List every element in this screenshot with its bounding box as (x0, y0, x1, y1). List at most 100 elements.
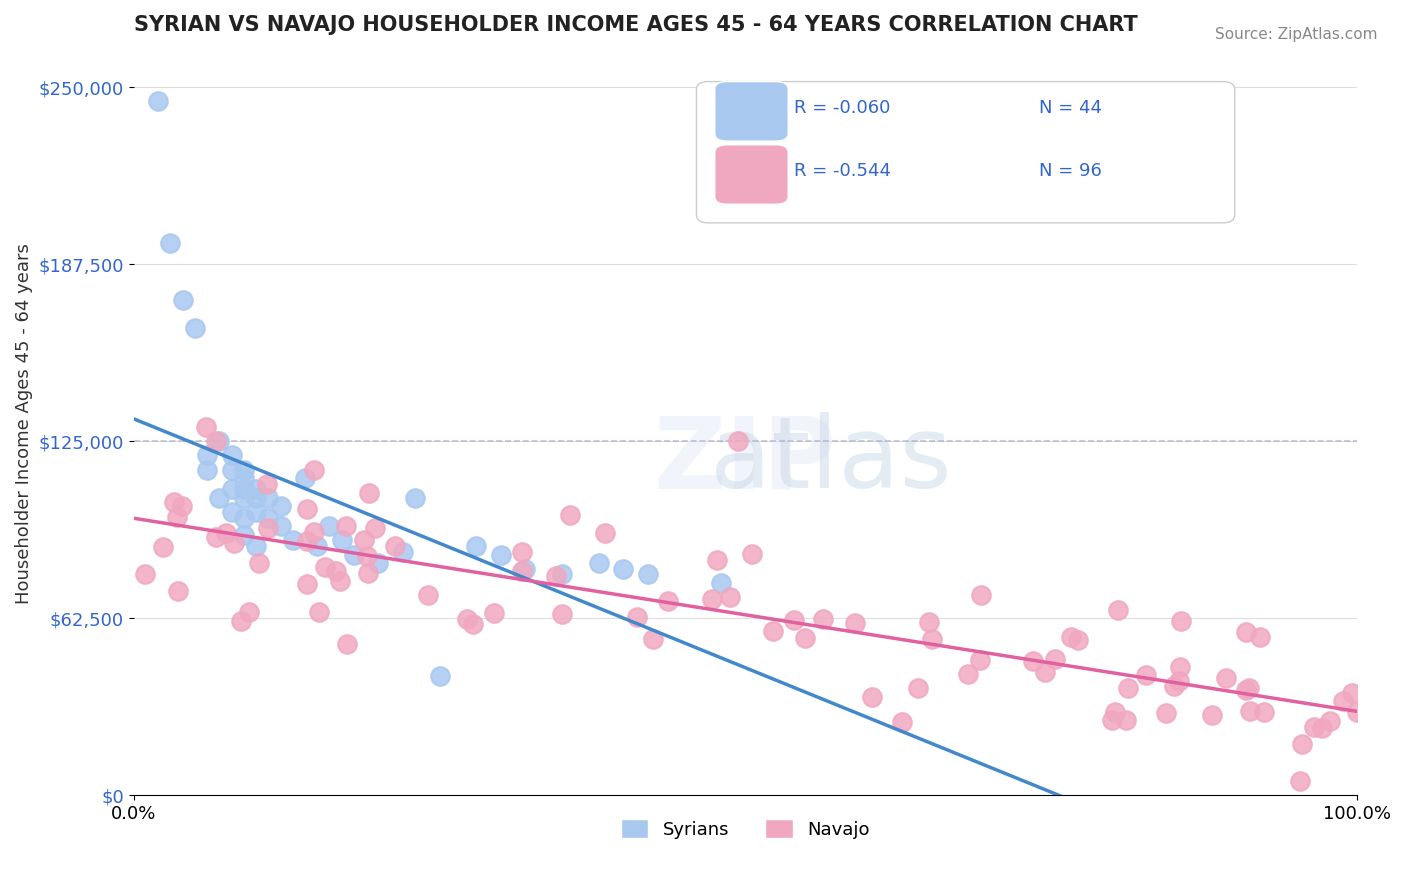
Point (1104, 705, 1126, 719)
Point (159, 235, 181, 250)
Point (1331, 694, 1354, 708)
Point (170, 499, 193, 513)
Point (353, 533, 375, 547)
Point (208, 491, 231, 505)
Point (1135, 668, 1157, 682)
Point (134, 567, 156, 582)
Text: R = -0.544: R = -0.544 (794, 161, 891, 180)
Point (918, 615, 941, 630)
Point (295, 576, 318, 591)
Point (782, 613, 804, 627)
Point (343, 548, 366, 562)
Point (1291, 737, 1313, 751)
Point (489, 548, 512, 562)
Point (1154, 706, 1177, 721)
Point (558, 508, 581, 523)
Point (245, 505, 267, 519)
Point (551, 607, 574, 621)
Point (637, 567, 659, 582)
Point (727, 434, 749, 449)
Point (1201, 707, 1223, 722)
Text: N = 44: N = 44 (1039, 99, 1102, 117)
Point (612, 562, 634, 576)
Point (294, 471, 316, 485)
Point (245, 483, 267, 497)
Text: atlas: atlas (710, 412, 952, 509)
Point (232, 471, 254, 485)
Point (510, 545, 533, 559)
Point (256, 476, 278, 491)
Point (1101, 713, 1123, 727)
Point (295, 502, 318, 516)
Point (232, 491, 254, 505)
Point (297, 533, 319, 548)
Point (595, 525, 617, 540)
Point (1067, 633, 1090, 648)
Point (762, 624, 785, 639)
Point (1168, 673, 1191, 688)
Point (1022, 654, 1045, 668)
Point (367, 556, 389, 570)
Text: SYRIAN VS NAVAJO HOUSEHOLDER INCOME AGES 45 - 64 YEARS CORRELATION CHART: SYRIAN VS NAVAJO HOUSEHOLDER INCOME AGES… (134, 15, 1137, 35)
Point (461, 617, 484, 632)
Point (1163, 679, 1185, 693)
Point (1346, 705, 1368, 719)
FancyBboxPatch shape (696, 81, 1234, 223)
Point (356, 549, 378, 564)
Point (969, 653, 991, 667)
Point (221, 449, 243, 463)
Point (359, 486, 381, 500)
Point (921, 632, 943, 647)
Point (657, 594, 679, 608)
Point (330, 533, 353, 548)
Point (229, 615, 252, 629)
Point (336, 638, 359, 652)
Point (205, 530, 228, 544)
Point (364, 521, 387, 535)
Point (1310, 722, 1333, 736)
Point (641, 632, 664, 647)
Point (232, 463, 254, 477)
Point (270, 500, 292, 514)
Point (232, 510, 254, 524)
Point (510, 564, 533, 578)
Point (302, 463, 325, 477)
Point (1239, 704, 1261, 718)
Point (706, 553, 728, 567)
Point (429, 669, 451, 683)
FancyBboxPatch shape (714, 81, 789, 141)
Point (318, 519, 340, 533)
Point (195, 449, 218, 463)
Point (718, 590, 741, 604)
Point (860, 690, 883, 705)
Point (741, 547, 763, 561)
Point (588, 556, 610, 570)
Point (270, 519, 292, 533)
Point (844, 615, 866, 630)
Point (1060, 631, 1083, 645)
Point (1033, 665, 1056, 679)
Point (221, 505, 243, 519)
Point (484, 606, 506, 620)
Point (247, 557, 270, 571)
Point (184, 321, 207, 335)
Point (626, 610, 648, 624)
Point (245, 491, 267, 505)
Text: Source: ZipAtlas.com: Source: ZipAtlas.com (1215, 27, 1378, 42)
Point (551, 567, 574, 582)
Point (465, 539, 488, 553)
Point (907, 681, 929, 695)
Point (1249, 630, 1271, 644)
Point (325, 564, 347, 578)
Legend: Syrians, Navajo: Syrians, Navajo (614, 812, 877, 846)
Point (1340, 686, 1362, 700)
Text: N = 96: N = 96 (1039, 161, 1102, 180)
Point (232, 483, 254, 497)
Point (148, 95, 170, 109)
Point (163, 495, 186, 509)
Point (956, 667, 979, 681)
Point (302, 525, 325, 540)
Point (307, 539, 329, 553)
Point (1239, 681, 1261, 696)
Point (281, 533, 304, 548)
